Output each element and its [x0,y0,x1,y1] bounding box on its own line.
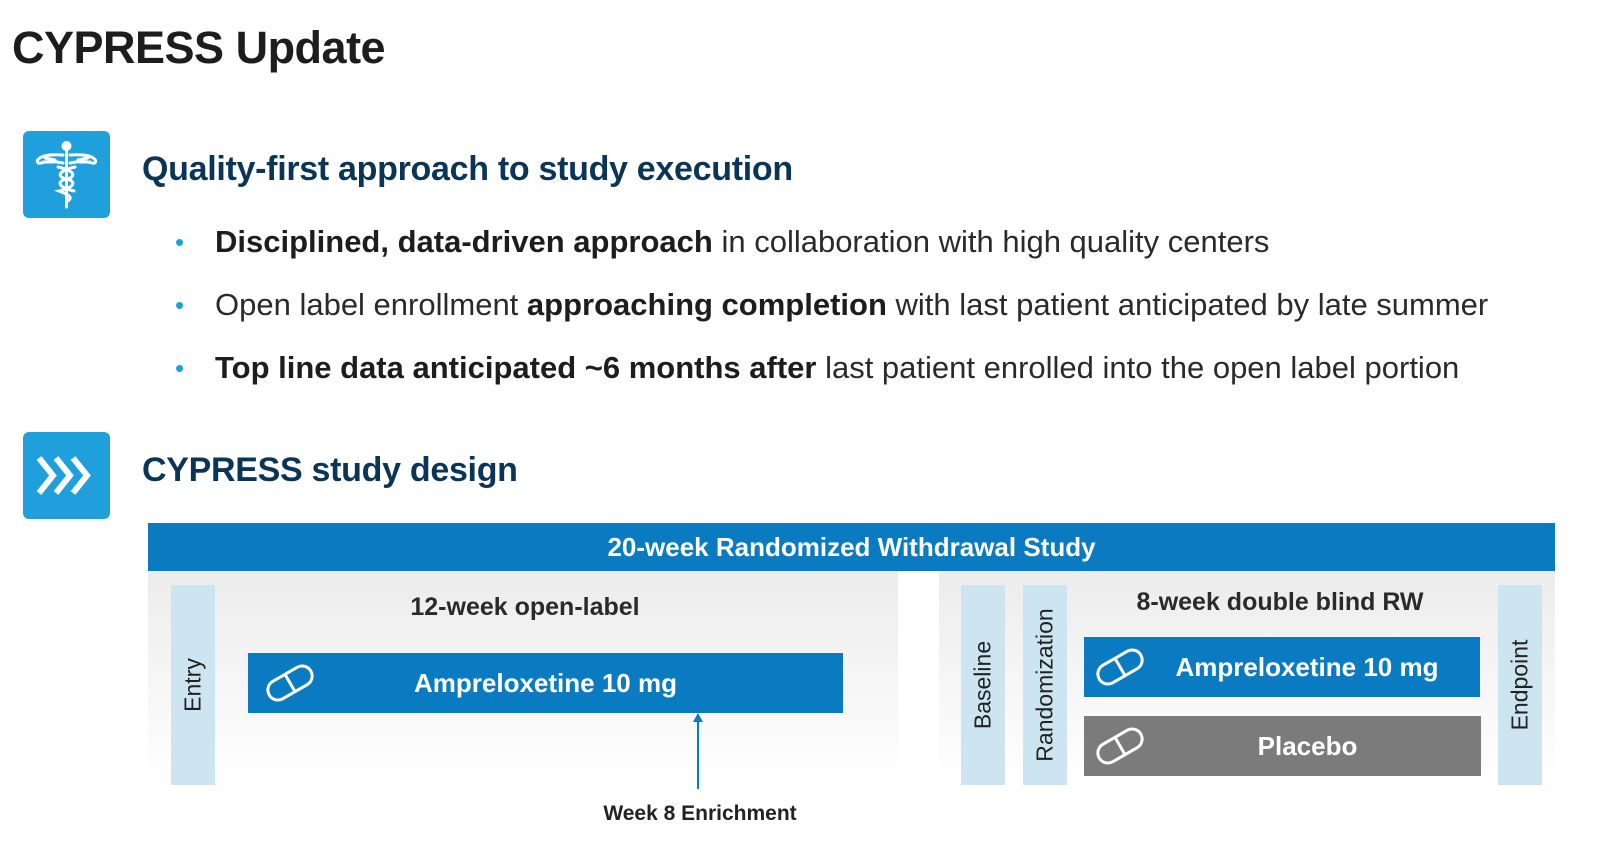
randomization-label: Randomization [1031,608,1058,762]
week8-enrichment-label: Week 8 Enrichment [603,802,797,825]
entry-label: Entry [179,658,206,712]
chevrons-right-icon [23,432,110,519]
open-label-drug-bar: Ampreloxetine 10 mg [248,653,843,713]
bullet-bold: approaching completion [526,287,887,322]
baseline-label: Baseline [969,640,996,730]
bullet-item: • Top line data anticipated ~6 months af… [175,343,1595,406]
double-blind-drug-bar: Ampreloxetine 10 mg [1084,637,1480,697]
bullet-dot: • [175,227,185,257]
bullet-text: Open label enrollment [215,287,527,322]
bullet-item: • Disciplined, data-driven approach in c… [175,217,1595,280]
caduceus-icon [23,131,110,218]
double-blind-title: 8-week double blind RW [1136,588,1424,616]
double-blind-drug-label: Ampreloxetine 10 mg [1175,652,1439,682]
bullet-text: last patient enrolled into the open labe… [816,350,1460,385]
bullet-text: in collaboration with high quality cente… [712,224,1270,259]
baseline-marker: Baseline [961,585,1005,785]
bullet-bold: Top line data anticipated ~6 months afte… [215,350,817,385]
section-heading-quality: Quality-first approach to study executio… [142,150,793,188]
entry-marker: Entry [171,585,215,785]
endpoint-label: Endpoint [1506,639,1533,731]
study-banner: 20-week Randomized Withdrawal Study [148,523,1555,571]
bullet-dot: • [175,290,185,320]
pill-icon [266,664,314,702]
placebo-bar: Placebo [1084,716,1481,776]
section-heading-design: CYPRESS study design [142,451,518,489]
open-label-title: 12-week open-label [410,593,640,621]
endpoint-marker: Endpoint [1498,585,1542,785]
bullet-dot: • [175,353,185,383]
bullet-text: with last patient anticipated by late su… [886,287,1489,322]
randomization-marker: Randomization [1023,585,1067,785]
bullet-bold: Disciplined, data-driven approach [215,224,713,259]
enrichment-arrow [693,713,703,789]
open-label-drug-label: Ampreloxetine 10 mg [414,668,677,698]
page-title: CYPRESS Update [12,22,386,73]
bullet-item: • Open label enrollment approaching comp… [175,280,1595,343]
placebo-label: Placebo [1257,731,1358,761]
bullet-list: • Disciplined, data-driven approach in c… [175,217,1595,406]
pill-icon [1096,727,1144,765]
pill-icon [1096,648,1144,686]
